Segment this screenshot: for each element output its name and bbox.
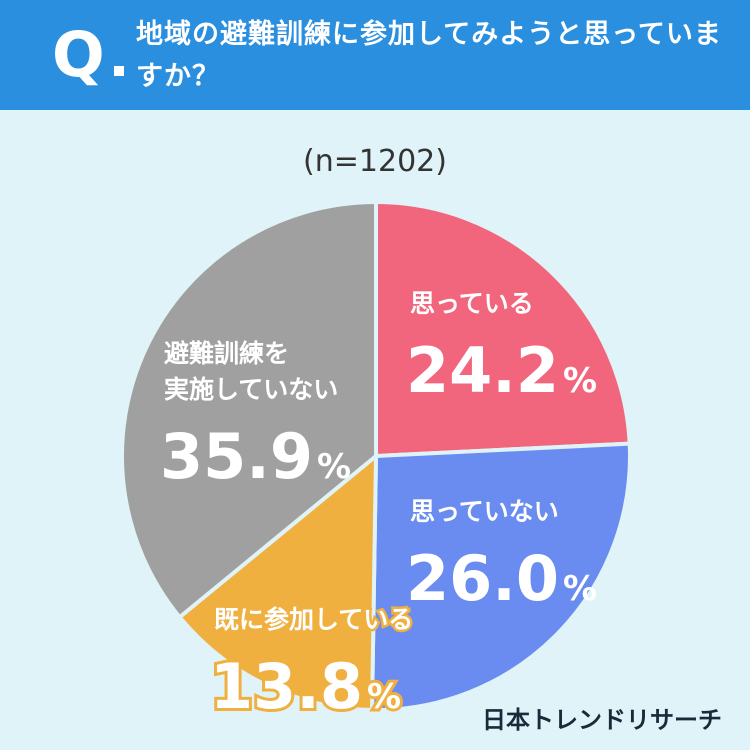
slice-unit-0: % <box>563 361 597 401</box>
slice-unit-2: % <box>367 677 401 717</box>
slice-unit-1: % <box>563 569 597 609</box>
sample-size-label: (n=1202) <box>303 144 447 179</box>
pie-slice-0 <box>374 199 632 459</box>
question-header: Q 地域の避難訓練に参加してみようと思っていますか？ <box>0 0 750 110</box>
pie-slices <box>120 199 632 713</box>
q-dot <box>114 66 124 76</box>
slice-label-1-0: 思っていない <box>410 497 559 526</box>
pie-slice-2 <box>176 451 379 713</box>
pie-slice-1 <box>369 441 632 712</box>
q-mark: Q <box>52 18 105 91</box>
pie-slice-3 <box>120 199 378 620</box>
slice-label-3-1: 実施していない <box>164 375 338 404</box>
question-text: 地域の避難訓練に参加してみようと思っていますか？ <box>136 19 722 92</box>
brand-logo: 日本トレンドリサーチ <box>482 706 722 734</box>
slice-label-0-0: 思っている <box>410 289 534 318</box>
slice-label-2-0: 既に参加している <box>214 605 413 634</box>
slice-unit-3: % <box>317 447 351 487</box>
slice-label-3-0: 避難訓練を <box>164 339 289 368</box>
